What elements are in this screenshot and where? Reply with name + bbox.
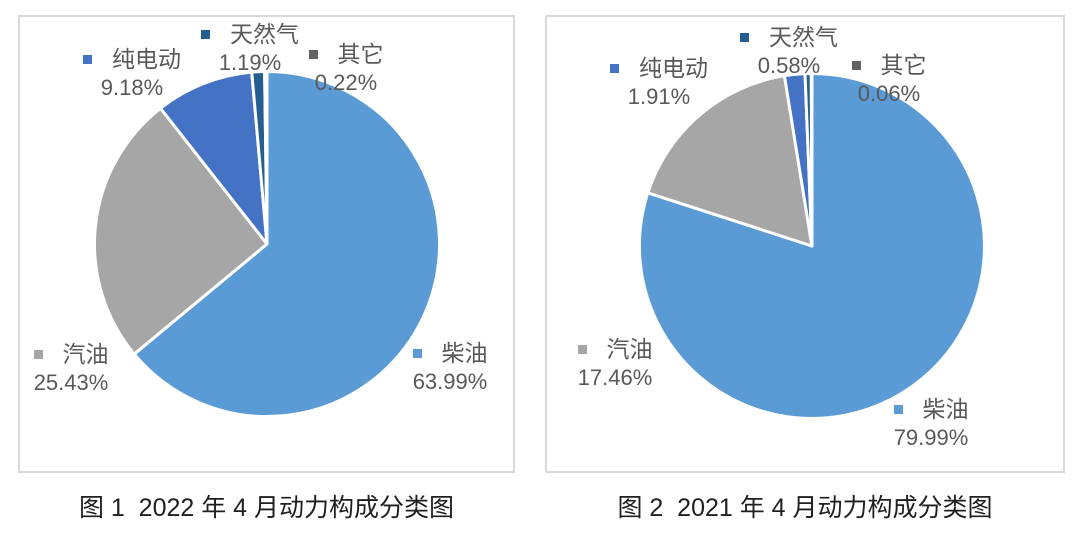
chart-caption-2022: 图 1 2022 年 4 月动力构成分类图 [78,494,455,522]
pie-label-value: 9.18% [100,75,164,100]
pie-label-name: 汽油 [606,336,653,362]
pie-label-value: 63.99% [412,369,488,394]
chart-caption-2021: 图 2 2021 年 4 月动力构成分类图 [617,494,993,522]
pie-chart-2021 [637,72,986,420]
pie-label-diesel: 柴油 63.99% [380,340,520,395]
pie-label-name: 其它 [337,41,384,67]
chart-panel-2021: 纯电动 1.91% 天然气 0.58% 其它 0.06% 汽油 17.46% [545,15,1065,473]
pie-label-value: 17.46% [577,365,653,390]
pie-label-gasoline: 汽油 25.43% [1,341,141,396]
pie-label-value: 0.58% [757,53,821,78]
legend-marker-diesel-icon [412,348,422,358]
pie-label-value: 79.99% [893,425,969,450]
pie-label-other: 其它 0.06% [819,52,959,107]
pie-label-value: 0.22% [314,70,378,95]
pie-label-name: 天然气 [769,24,838,50]
pie-label-natural-gas: 天然气 0.58% [719,24,859,79]
pie-slice [263,70,269,246]
pie-label-name: 柴油 [922,396,969,422]
pie-label-name: 柴油 [441,340,488,366]
pie-label-pure-electric: 纯电动 1.91% [589,55,729,110]
pie-label-name: 其它 [880,52,927,78]
legend-marker-gasoline-icon [33,349,43,359]
legend-marker-natural-gas-icon [201,29,210,39]
pie-label-name: 汽油 [62,341,109,367]
pie-label-value: 25.43% [33,370,109,395]
pie-label-value: 0.06% [857,81,921,106]
pie-label-gasoline: 汽油 17.46% [545,336,685,391]
legend-marker-pure-electric-icon [610,63,619,73]
pie-slice [93,106,269,356]
chart-panel-2022: 纯电动 9.18% 天然气 1.19% 其它 0.22% 汽油 25.43% [18,15,515,473]
pie-label-value: 1.19% [218,50,282,75]
legend-marker-other-icon [851,60,861,70]
pie-label-pure-electric: 纯电动 9.18% [62,46,202,101]
pie-slice [809,72,814,248]
pie-label-other: 其它 0.22% [276,41,416,96]
pie-slice [159,70,269,246]
pie-label-name: 天然气 [230,21,299,47]
pie-label-natural-gas: 天然气 1.19% [180,21,320,76]
pie-slice [646,74,814,248]
pie-chart-2022 [93,70,441,418]
pie-label-name: 纯电动 [112,46,181,72]
legend-marker-other-icon [308,49,318,59]
pie-slice [132,70,441,418]
legend-marker-gasoline-icon [577,344,587,354]
legend-marker-pure-electric-icon [83,54,92,64]
pie-label-name: 纯电动 [639,55,708,81]
pie-label-value: 1.91% [627,84,691,109]
legend-marker-diesel-icon [893,404,903,414]
legend-marker-natural-gas-icon [740,32,749,42]
pie-label-diesel: 柴油 79.99% [861,396,1001,451]
